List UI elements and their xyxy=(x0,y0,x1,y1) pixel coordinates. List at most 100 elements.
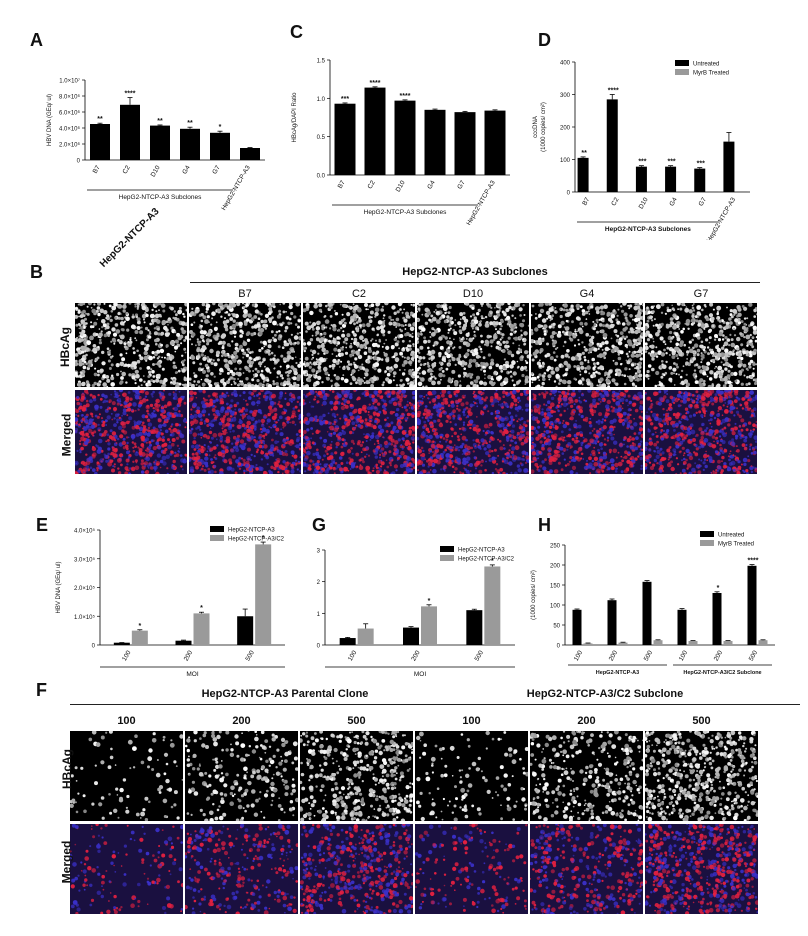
grid-b-tile-r1-c3 xyxy=(417,390,529,474)
bar-h-1-s0 xyxy=(607,600,617,645)
bar-a-2 xyxy=(150,125,170,160)
x-axis-label-a: HepG2-NTCP-A3 Subclones xyxy=(119,194,202,201)
x-axis-label-d: HepG2-NTCP-A3 Subclones xyxy=(605,226,691,233)
significance-label-g-2: * xyxy=(491,558,494,565)
grid-f-col-label-3: 100 xyxy=(462,715,481,727)
bar-d-4-s1 xyxy=(707,191,719,192)
legend-swatch-d-1 xyxy=(675,69,689,75)
legend-swatch-h-0 xyxy=(700,531,714,537)
bar-h-3-s1 xyxy=(688,641,698,645)
x-tick-label-a-0: B7 xyxy=(92,164,102,175)
x-tick-label-d-0: B7 xyxy=(581,196,591,207)
grid-b-tile-r0-c4 xyxy=(531,303,643,387)
x-tick-label-g-0: 100 xyxy=(347,649,359,662)
bar-h-5-s0 xyxy=(747,565,757,645)
x-tick-label-e-1: 200 xyxy=(183,649,195,662)
significance-label-e-2: * xyxy=(262,535,265,542)
panel-letter-d: D xyxy=(538,30,551,50)
x-tick-label-c-5: HepG2-NTCP-A3 xyxy=(465,179,497,225)
y-tick-label-d-1: 100 xyxy=(560,158,571,164)
grid-b-row-label-merged: Merged xyxy=(59,413,74,457)
bar-d-2-s0 xyxy=(635,166,647,192)
grid-f-col-label-5: 500 xyxy=(692,715,711,727)
y-tick-label-a-0: 0 xyxy=(77,159,81,165)
panel-letter-a: A xyxy=(30,30,43,50)
significance-label-h-4: * xyxy=(717,585,720,592)
legend-label-e-0: HepG2-NTCP-A3 xyxy=(228,528,275,534)
bar-h-1-s1 xyxy=(618,642,628,645)
y-axis-label-e: HBV DNA (GEq/ ul) xyxy=(56,561,62,613)
x-tick-label-d-3: G4 xyxy=(668,196,679,207)
bar-g-2-s1 xyxy=(484,566,501,645)
significance-label-a-2: ** xyxy=(157,118,163,125)
x-tick-label-h-0: 100 xyxy=(573,649,585,662)
bar-h-5-s1 xyxy=(758,640,768,645)
bar-d-5-s1 xyxy=(736,191,748,192)
significance-label-e-1: * xyxy=(200,605,203,612)
bar-h-0-s0 xyxy=(572,609,582,645)
y-tick-label-g-3: 3 xyxy=(317,549,321,555)
bar-e-1-s0 xyxy=(175,640,192,645)
bar-e-0-s0 xyxy=(113,642,130,645)
bar-d-0-s0 xyxy=(577,157,589,192)
grid-f-header-right: HepG2-NTCP-A3/C2 Subclone xyxy=(526,688,684,700)
bar-g-0-s1 xyxy=(357,628,374,645)
significance-label-a-1: **** xyxy=(125,91,136,98)
y-tick-label-d-4: 400 xyxy=(560,61,571,67)
significance-label-d-1: **** xyxy=(608,88,619,95)
y-tick-label-h-1: 50 xyxy=(553,624,560,630)
grid-b-tile-r1-c2 xyxy=(303,390,415,474)
y-axis-label-h-1: (1000 copies/ cm²) xyxy=(531,570,537,620)
legend-label-d-0: Untreated xyxy=(693,62,719,68)
legend-swatch-d-0 xyxy=(675,60,689,66)
grid-b-col-label-g4: G4 xyxy=(579,288,595,300)
chart-a: 0 2.0×10⁶ 4.0×10⁶ 6.0×10⁶ 8.0×10⁶ 1.0×10⁷ HBV … xyxy=(47,78,265,212)
x-axis-label-e: MOI xyxy=(186,671,198,678)
grid-f-tile-r0-c4 xyxy=(530,731,643,821)
y-tick-label-g-2: 2 xyxy=(317,580,321,586)
legend-label-e-1: HepG2-NTCP-A3/C2 xyxy=(228,537,285,543)
y-tick-label-c-0: 0.0 xyxy=(317,174,326,180)
grid-f-tile-r1-c1 xyxy=(185,824,298,914)
bar-a-4 xyxy=(210,132,230,160)
x-tick-label-a-5: HepG2-NTCP-A3 xyxy=(220,164,252,212)
grid-f-tile-r1-c0 xyxy=(70,824,183,914)
bar-d-5-s0 xyxy=(723,141,735,192)
bar-g-0-s0 xyxy=(339,638,356,645)
bar-h-0-s1 xyxy=(583,643,593,645)
x-tick-label-c-2: D10 xyxy=(395,179,407,193)
grid-f-col-label-1: 200 xyxy=(232,715,251,727)
grid-f-row-label-merged: Merged xyxy=(59,840,74,884)
bar-h-4-s1 xyxy=(723,641,733,645)
x-tick-label-h-4: 200 xyxy=(713,649,725,662)
grid-b-tile-r1-c4 xyxy=(531,390,643,474)
y-tick-label-h-3: 150 xyxy=(550,584,561,590)
bar-e-0-s1 xyxy=(131,630,148,645)
bar-c-4 xyxy=(454,112,476,175)
legend-swatch-g-1 xyxy=(440,555,454,561)
y-tick-label-h-0: 0 xyxy=(557,644,561,650)
bar-h-2-s0 xyxy=(642,581,652,645)
grid-b-header: HepG2-NTCP-A3 Subclones xyxy=(402,266,548,278)
grid-f-tile-r0-c0 xyxy=(70,731,183,821)
bar-g-2-s0 xyxy=(466,610,483,645)
grid-b-tile-r1-c5 xyxy=(645,390,757,474)
bar-e-1-s1 xyxy=(193,613,210,645)
significance-label-e-0: * xyxy=(138,623,141,630)
y-tick-label-e-4: 4.0×10⁵ xyxy=(74,528,96,535)
bar-d-1-s0 xyxy=(606,99,618,192)
bar-d-2-s1 xyxy=(648,191,660,192)
grid-b-col-label-c2: C2 xyxy=(351,288,367,300)
chart-d: 0 100 200 300 400 cccDNA (1000 copies/ cm²) ** B… xyxy=(533,60,750,240)
grid-f-tile-r0-c2 xyxy=(300,731,413,821)
y-tick-label-a-3: 6.0×10⁶ xyxy=(59,110,81,117)
bar-a-1 xyxy=(120,104,140,160)
grid-b-tile-r1-c0 xyxy=(75,390,187,474)
bar-d-1-s1 xyxy=(619,191,631,192)
chart-c: 0.0 0.5 1.0 1.5 HBcAg/DAPI Ratio *** B7 **** C2 *… xyxy=(292,59,510,225)
x-tick-label-h-2: 500 xyxy=(643,649,655,662)
grid-f-tile-r1-c3 xyxy=(415,824,528,914)
significance-label-g-1: * xyxy=(428,598,431,605)
x-tick-label-a-3: G4 xyxy=(181,164,192,175)
x-tick-label-e-0: 100 xyxy=(121,649,133,662)
